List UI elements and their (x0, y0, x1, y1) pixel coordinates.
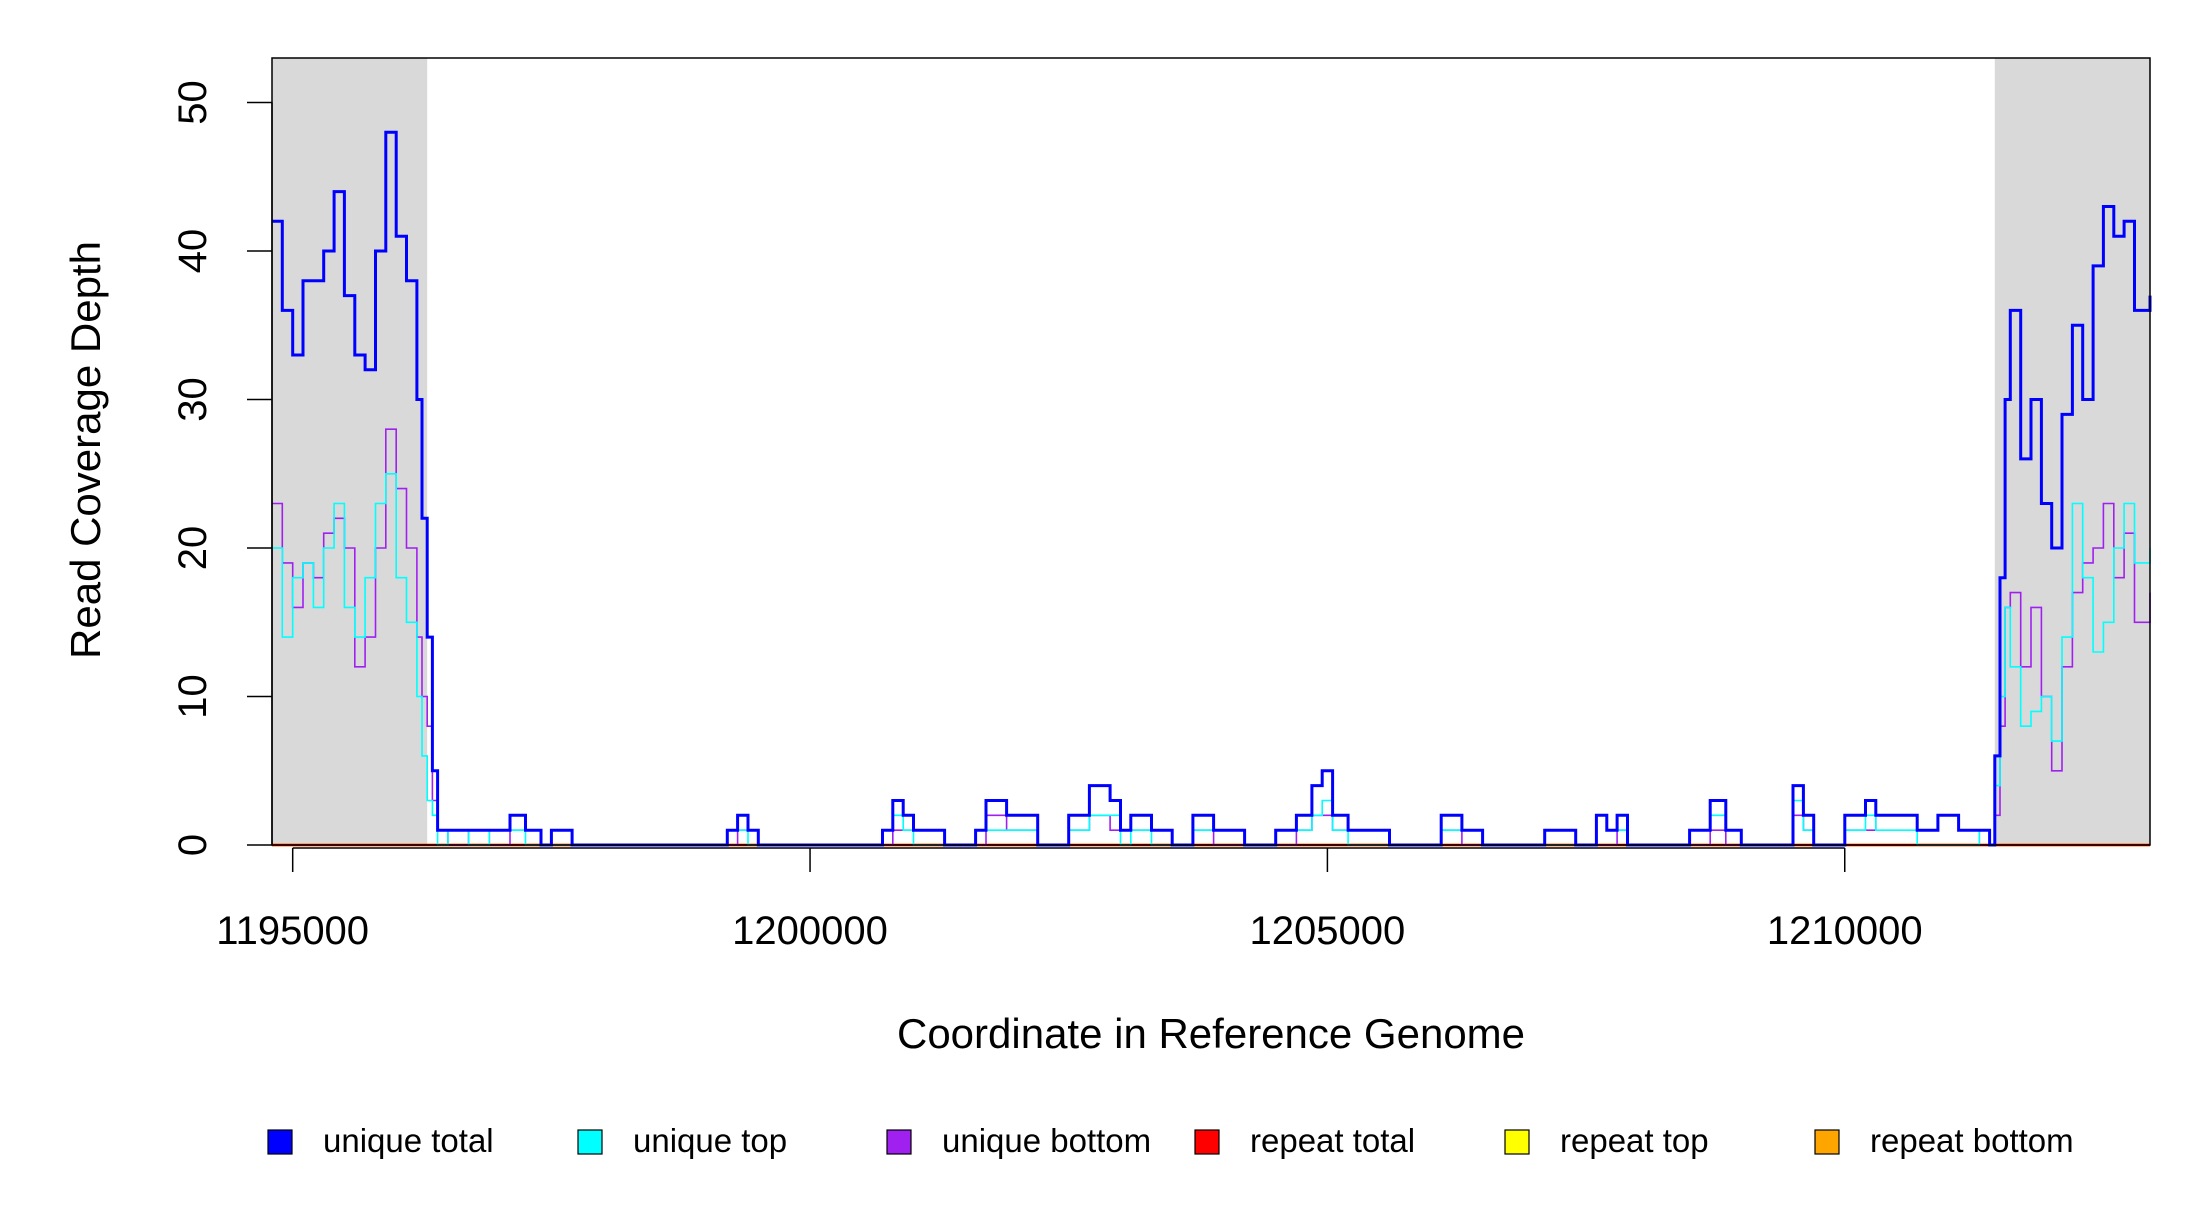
legend-swatch (1814, 1129, 1840, 1155)
y-axis: 0 10 20 30 40 50 (171, 80, 273, 856)
x-tick-label: 1210000 (1767, 909, 1923, 953)
legend-swatch (1504, 1129, 1530, 1155)
legend-swatch (886, 1129, 912, 1155)
y-tick-label: 0 (171, 834, 215, 856)
y-tick-label: 10 (171, 674, 215, 719)
series-line-unique-total (272, 130, 2152, 847)
legend-swatch (577, 1129, 603, 1155)
x-tick-label: 1205000 (1250, 909, 1406, 953)
y-tick-label: 30 (171, 377, 215, 422)
legend-label: unique bottom (942, 1122, 1151, 1159)
legend-label: unique total (323, 1122, 494, 1159)
legend-label: repeat bottom (1870, 1122, 2074, 1159)
legend-label: repeat top (1560, 1122, 1709, 1159)
shaded-region-1 (272, 58, 428, 845)
y-tick-label: 50 (171, 80, 215, 125)
legend-label: unique top (633, 1122, 787, 1159)
x-tick-label: 1195000 (216, 909, 369, 953)
legend-label: repeat total (1250, 1122, 1415, 1159)
series-layer (272, 130, 2152, 847)
x-tick-label: 1200000 (732, 909, 888, 953)
shaded-region-2 (1994, 58, 2150, 845)
legend-swatch (267, 1129, 293, 1155)
plot-frame (271, 57, 2151, 846)
series-line-unique-bottom (272, 428, 2151, 846)
legend-swatch (1194, 1129, 1220, 1155)
shaded-regions (272, 58, 2150, 845)
y-tick-label: 20 (171, 526, 215, 571)
legend: unique total unique top unique bottom repea… (267, 1122, 2074, 1159)
y-axis-title: Read Coverage Depth (62, 241, 109, 659)
series-line-unique-top (272, 473, 2151, 846)
x-axis: 1195000 1200000 1205000 1210000 (216, 847, 1923, 953)
x-axis-title: Coordinate in Reference Genome (897, 1010, 1525, 1057)
y-tick-label: 40 (171, 229, 215, 273)
